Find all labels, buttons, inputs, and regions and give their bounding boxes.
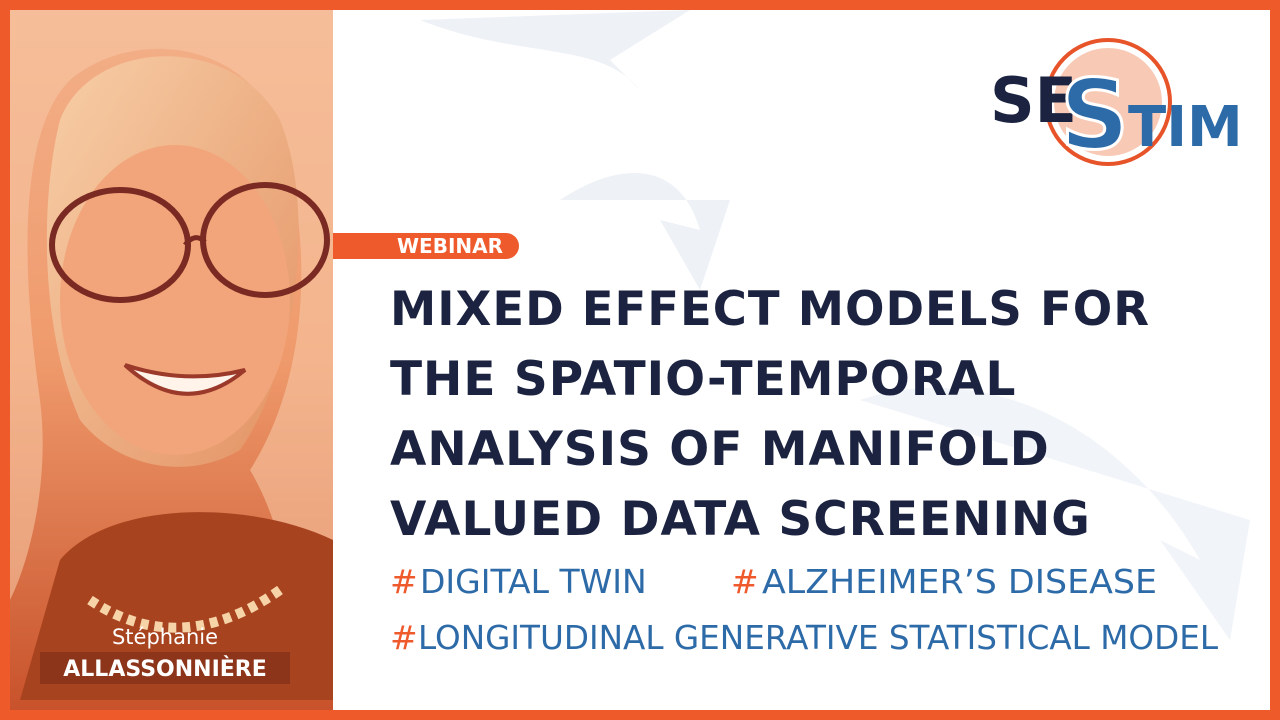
- logo-part: SE: [990, 64, 1077, 137]
- tag-marker: #: [390, 562, 418, 601]
- title-line: THE SPATIO-TEMPORAL: [390, 352, 1016, 407]
- decor-arrows: [420, 10, 1250, 640]
- logo-part: TIM: [1128, 95, 1243, 160]
- tag-marker: #: [731, 562, 759, 601]
- badge-bg: [333, 233, 519, 259]
- title-line: MIXED EFFECT MODELS FOR: [390, 282, 1150, 337]
- logo-part: S: [1060, 59, 1129, 171]
- badge-bg: [333, 233, 363, 259]
- tag: ALZHEIMER’S DISEASE: [762, 562, 1157, 601]
- speaker-last-name: ALLASSONNIÈRE: [63, 656, 267, 682]
- title-line: VALUED DATA SCREENING: [390, 492, 1091, 547]
- speaker-photo: [10, 10, 333, 710]
- logo: SE S TIM: [990, 38, 1243, 173]
- title-line: ANALYSIS OF MANIFOLD: [390, 422, 1050, 477]
- badge: WEBINAR: [397, 234, 503, 258]
- tag: DIGITAL TWIN: [420, 562, 647, 601]
- speaker-first-name: Stéphanie: [112, 625, 218, 649]
- tag-marker: #: [390, 618, 418, 657]
- tag: LONGITUDINAL GENERATIVE STATISTICAL MODE…: [418, 618, 1219, 657]
